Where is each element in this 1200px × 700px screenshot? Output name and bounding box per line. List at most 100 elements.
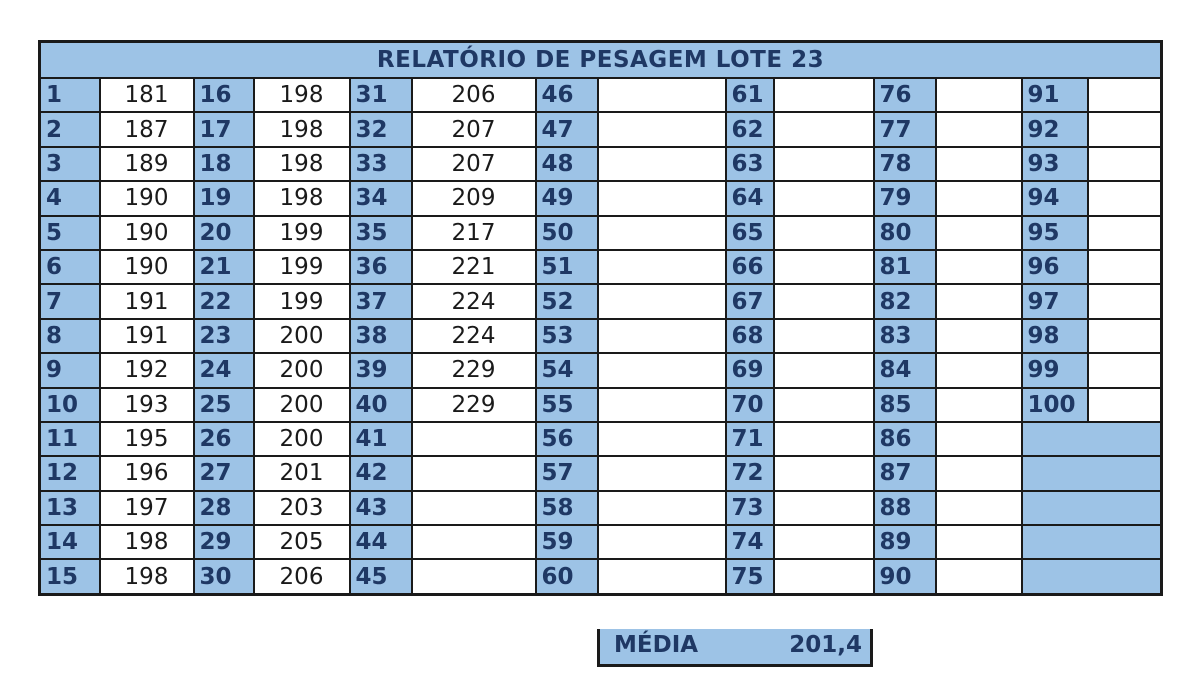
table-row: 2 187 17 198 32 207 47 62 77 92: [38, 111, 1163, 148]
row-index-cell: 41: [348, 420, 413, 458]
weight-cell: [934, 489, 1023, 527]
row-index-cell: 13: [38, 489, 101, 527]
weight-cell: [772, 283, 875, 320]
weight-cell: [772, 524, 875, 561]
table-row: 11 195 26 200 41 56 71 86: [38, 420, 1163, 458]
weight-cell: [1086, 248, 1163, 286]
row-index-cell: 21: [192, 248, 255, 286]
row-index-cell: 30: [192, 558, 255, 596]
row-index-cell: 81: [872, 248, 937, 286]
weight-cell: 206: [252, 558, 351, 596]
row-index-cell: 80: [872, 214, 937, 251]
row-index-cell: 90: [872, 558, 937, 596]
row-index-cell: 60: [534, 558, 599, 596]
weight-cell: [772, 145, 875, 183]
weight-cell: 221: [410, 248, 537, 286]
row-index-cell: 6: [38, 248, 101, 286]
weight-cell: [410, 420, 537, 458]
table-row: 9 192 24 200 39 229 54 69 84 99: [38, 352, 1163, 389]
report-title: RELATÓRIO DE PESAGEM LOTE 23: [38, 40, 1163, 79]
row-index-cell: 34: [348, 180, 413, 217]
weight-cell: [596, 180, 727, 217]
row-index-cell: 14: [38, 524, 101, 561]
weight-cell: 187: [98, 111, 195, 148]
row-index-cell: 11: [38, 420, 101, 458]
weight-cell: [1087, 455, 1163, 492]
row-index-cell: 84: [872, 352, 937, 389]
weight-cell: 198: [98, 558, 195, 596]
row-index-cell: 72: [724, 455, 775, 492]
row-index-cell: 22: [192, 283, 255, 320]
weight-cell: [1086, 180, 1163, 217]
weight-cell: [934, 111, 1023, 148]
row-index-cell: 39: [348, 352, 413, 389]
weight-cell: [596, 524, 727, 561]
weight-cell: 198: [252, 180, 351, 217]
weight-cell: [934, 248, 1023, 286]
weight-cell: [596, 317, 727, 355]
weight-cell: [934, 420, 1023, 458]
weight-cell: 195: [98, 420, 195, 458]
weight-cell: 196: [98, 455, 195, 492]
row-index-cell: [1020, 558, 1088, 596]
weight-cell: 198: [252, 111, 351, 148]
average-box: MÉDIA 201,4: [597, 629, 873, 667]
weight-cell: [596, 145, 727, 183]
weight-cell: [934, 352, 1023, 389]
row-index-cell: 82: [872, 283, 937, 320]
average-label: MÉDIA: [614, 632, 699, 658]
weight-cell: 224: [410, 317, 537, 355]
table-row: 15 198 30 206 45 60 75 90: [38, 558, 1163, 596]
row-index-cell: 63: [724, 145, 775, 183]
row-index-cell: 32: [348, 111, 413, 148]
weight-cell: [934, 558, 1023, 596]
row-index-cell: 36: [348, 248, 413, 286]
row-index-cell: 74: [724, 524, 775, 561]
weight-cell: [934, 524, 1023, 561]
row-index-cell: 9: [38, 352, 101, 389]
row-index-cell: 18: [192, 145, 255, 183]
weight-cell: [1087, 489, 1163, 527]
row-index-cell: 86: [872, 420, 937, 458]
row-index-cell: 94: [1020, 180, 1089, 217]
table-row: 5 190 20 199 35 217 50 65 80 95: [38, 214, 1163, 251]
row-index-cell: 96: [1020, 248, 1089, 286]
table-row: 13 197 28 203 43 58 73 88: [38, 489, 1163, 527]
weight-cell: [1086, 111, 1163, 148]
weight-cell: [410, 558, 537, 596]
weight-cell: [772, 420, 875, 458]
row-index-cell: 52: [534, 283, 599, 320]
row-index-cell: 68: [724, 317, 775, 355]
weight-cell: [596, 283, 727, 320]
weight-cell: 197: [98, 489, 195, 527]
weight-cell: 198: [252, 145, 351, 183]
weight-cell: 181: [98, 76, 195, 114]
weight-cell: [596, 455, 727, 492]
row-index-cell: 24: [192, 352, 255, 389]
table-row: 6 190 21 199 36 221 51 66 81 96: [38, 248, 1163, 286]
table-row: 14 198 29 205 44 59 74 89: [38, 524, 1163, 561]
weight-cell: 200: [252, 386, 351, 423]
weight-cell: 190: [98, 248, 195, 286]
row-index-cell: 47: [534, 111, 599, 148]
weight-cell: [934, 317, 1023, 355]
row-index-cell: 93: [1020, 145, 1089, 183]
weight-cell: [772, 317, 875, 355]
weight-cell: 200: [252, 420, 351, 458]
weight-cell: [1086, 76, 1163, 114]
row-index-cell: 67: [724, 283, 775, 320]
row-index-cell: [1020, 420, 1088, 458]
weight-cell: 191: [98, 317, 195, 355]
row-index-cell: 26: [192, 420, 255, 458]
row-index-cell: 7: [38, 283, 101, 320]
row-index-cell: 50: [534, 214, 599, 251]
row-index-cell: 23: [192, 317, 255, 355]
weight-cell: 199: [252, 248, 351, 286]
table-row: 8 191 23 200 38 224 53 68 83 98: [38, 317, 1163, 355]
weight-cell: 229: [410, 386, 537, 423]
weight-cell: [772, 489, 875, 527]
row-index-cell: 77: [872, 111, 937, 148]
weight-cell: 206: [410, 76, 537, 114]
row-index-cell: 25: [192, 386, 255, 423]
row-index-cell: 8: [38, 317, 101, 355]
